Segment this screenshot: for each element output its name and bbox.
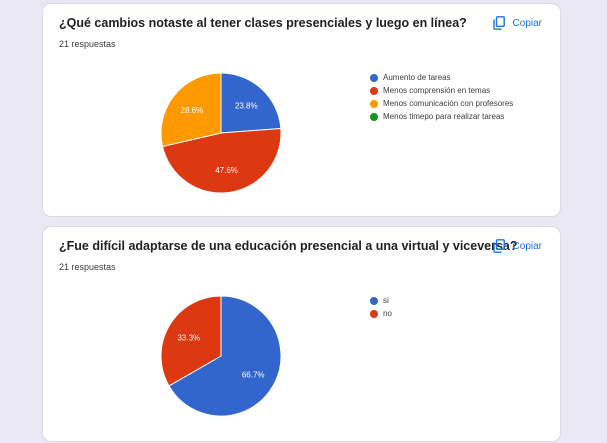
slice-value-label: 23.8%	[235, 102, 258, 111]
slice-value-label: 47.6%	[215, 166, 238, 175]
legend-swatch	[370, 309, 378, 318]
question-title: ¿Fue difícil adaptarse de una educación …	[59, 239, 518, 253]
question-title: ¿Qué cambios notaste al tener clases pre…	[59, 16, 467, 30]
copy-icon	[492, 239, 505, 253]
slice-value-label: 66.7%	[242, 371, 265, 380]
pie-slice[interactable]	[160, 72, 222, 148]
legend-label: si	[383, 296, 389, 305]
pie-slice[interactable]	[220, 72, 282, 134]
legend-swatch	[370, 112, 378, 121]
legend-item[interactable]: no	[370, 307, 392, 320]
pie-slice[interactable]	[161, 127, 282, 194]
pie-chart-2: 66.7% 33.3%	[160, 295, 282, 417]
legend-label: Aumento de tareas	[383, 73, 451, 82]
copy-button[interactable]: Copiar	[492, 239, 542, 253]
copy-label: Copiar	[512, 17, 542, 29]
legend-swatch	[370, 296, 378, 305]
legend-item[interactable]: Menos comprensión en temas	[370, 84, 513, 97]
legend-item[interactable]: Menos comunicación con profesores	[370, 97, 513, 110]
pie-slice[interactable]	[168, 295, 282, 417]
slice-value-label: 33.3%	[177, 333, 200, 342]
legend-item[interactable]: Menos timepo para realizar tareas	[370, 110, 513, 123]
legend-1: Aumento de tareas Menos comprensión en te…	[370, 71, 513, 123]
pie-chart-1: 23.8% 47.6% 28.6%	[160, 72, 282, 194]
legend-label: Menos timepo para realizar tareas	[383, 112, 505, 121]
legend-label: Menos comunicación con profesores	[383, 99, 514, 108]
legend-swatch	[370, 73, 378, 82]
copy-icon	[492, 16, 505, 30]
question-card-1: ¿Qué cambios notaste al tener clases pre…	[43, 4, 560, 216]
legend-label: no	[383, 309, 392, 318]
copy-label: Copiar	[512, 240, 542, 252]
copy-button[interactable]: Copiar	[492, 16, 542, 30]
legend-2: si no	[370, 294, 392, 320]
question-card-2: ¿Fue difícil adaptarse de una educación …	[43, 227, 560, 441]
legend-label: Menos comprensión en temas	[383, 86, 491, 95]
legend-item[interactable]: Aumento de tareas	[370, 71, 513, 84]
response-count: 21 respuestas	[59, 39, 116, 49]
legend-swatch	[370, 99, 378, 108]
response-count: 21 respuestas	[59, 262, 116, 272]
legend-swatch	[370, 86, 378, 95]
pie-slice[interactable]	[160, 295, 222, 387]
slice-value-label: 28.6%	[181, 106, 204, 115]
legend-item[interactable]: si	[370, 294, 392, 307]
